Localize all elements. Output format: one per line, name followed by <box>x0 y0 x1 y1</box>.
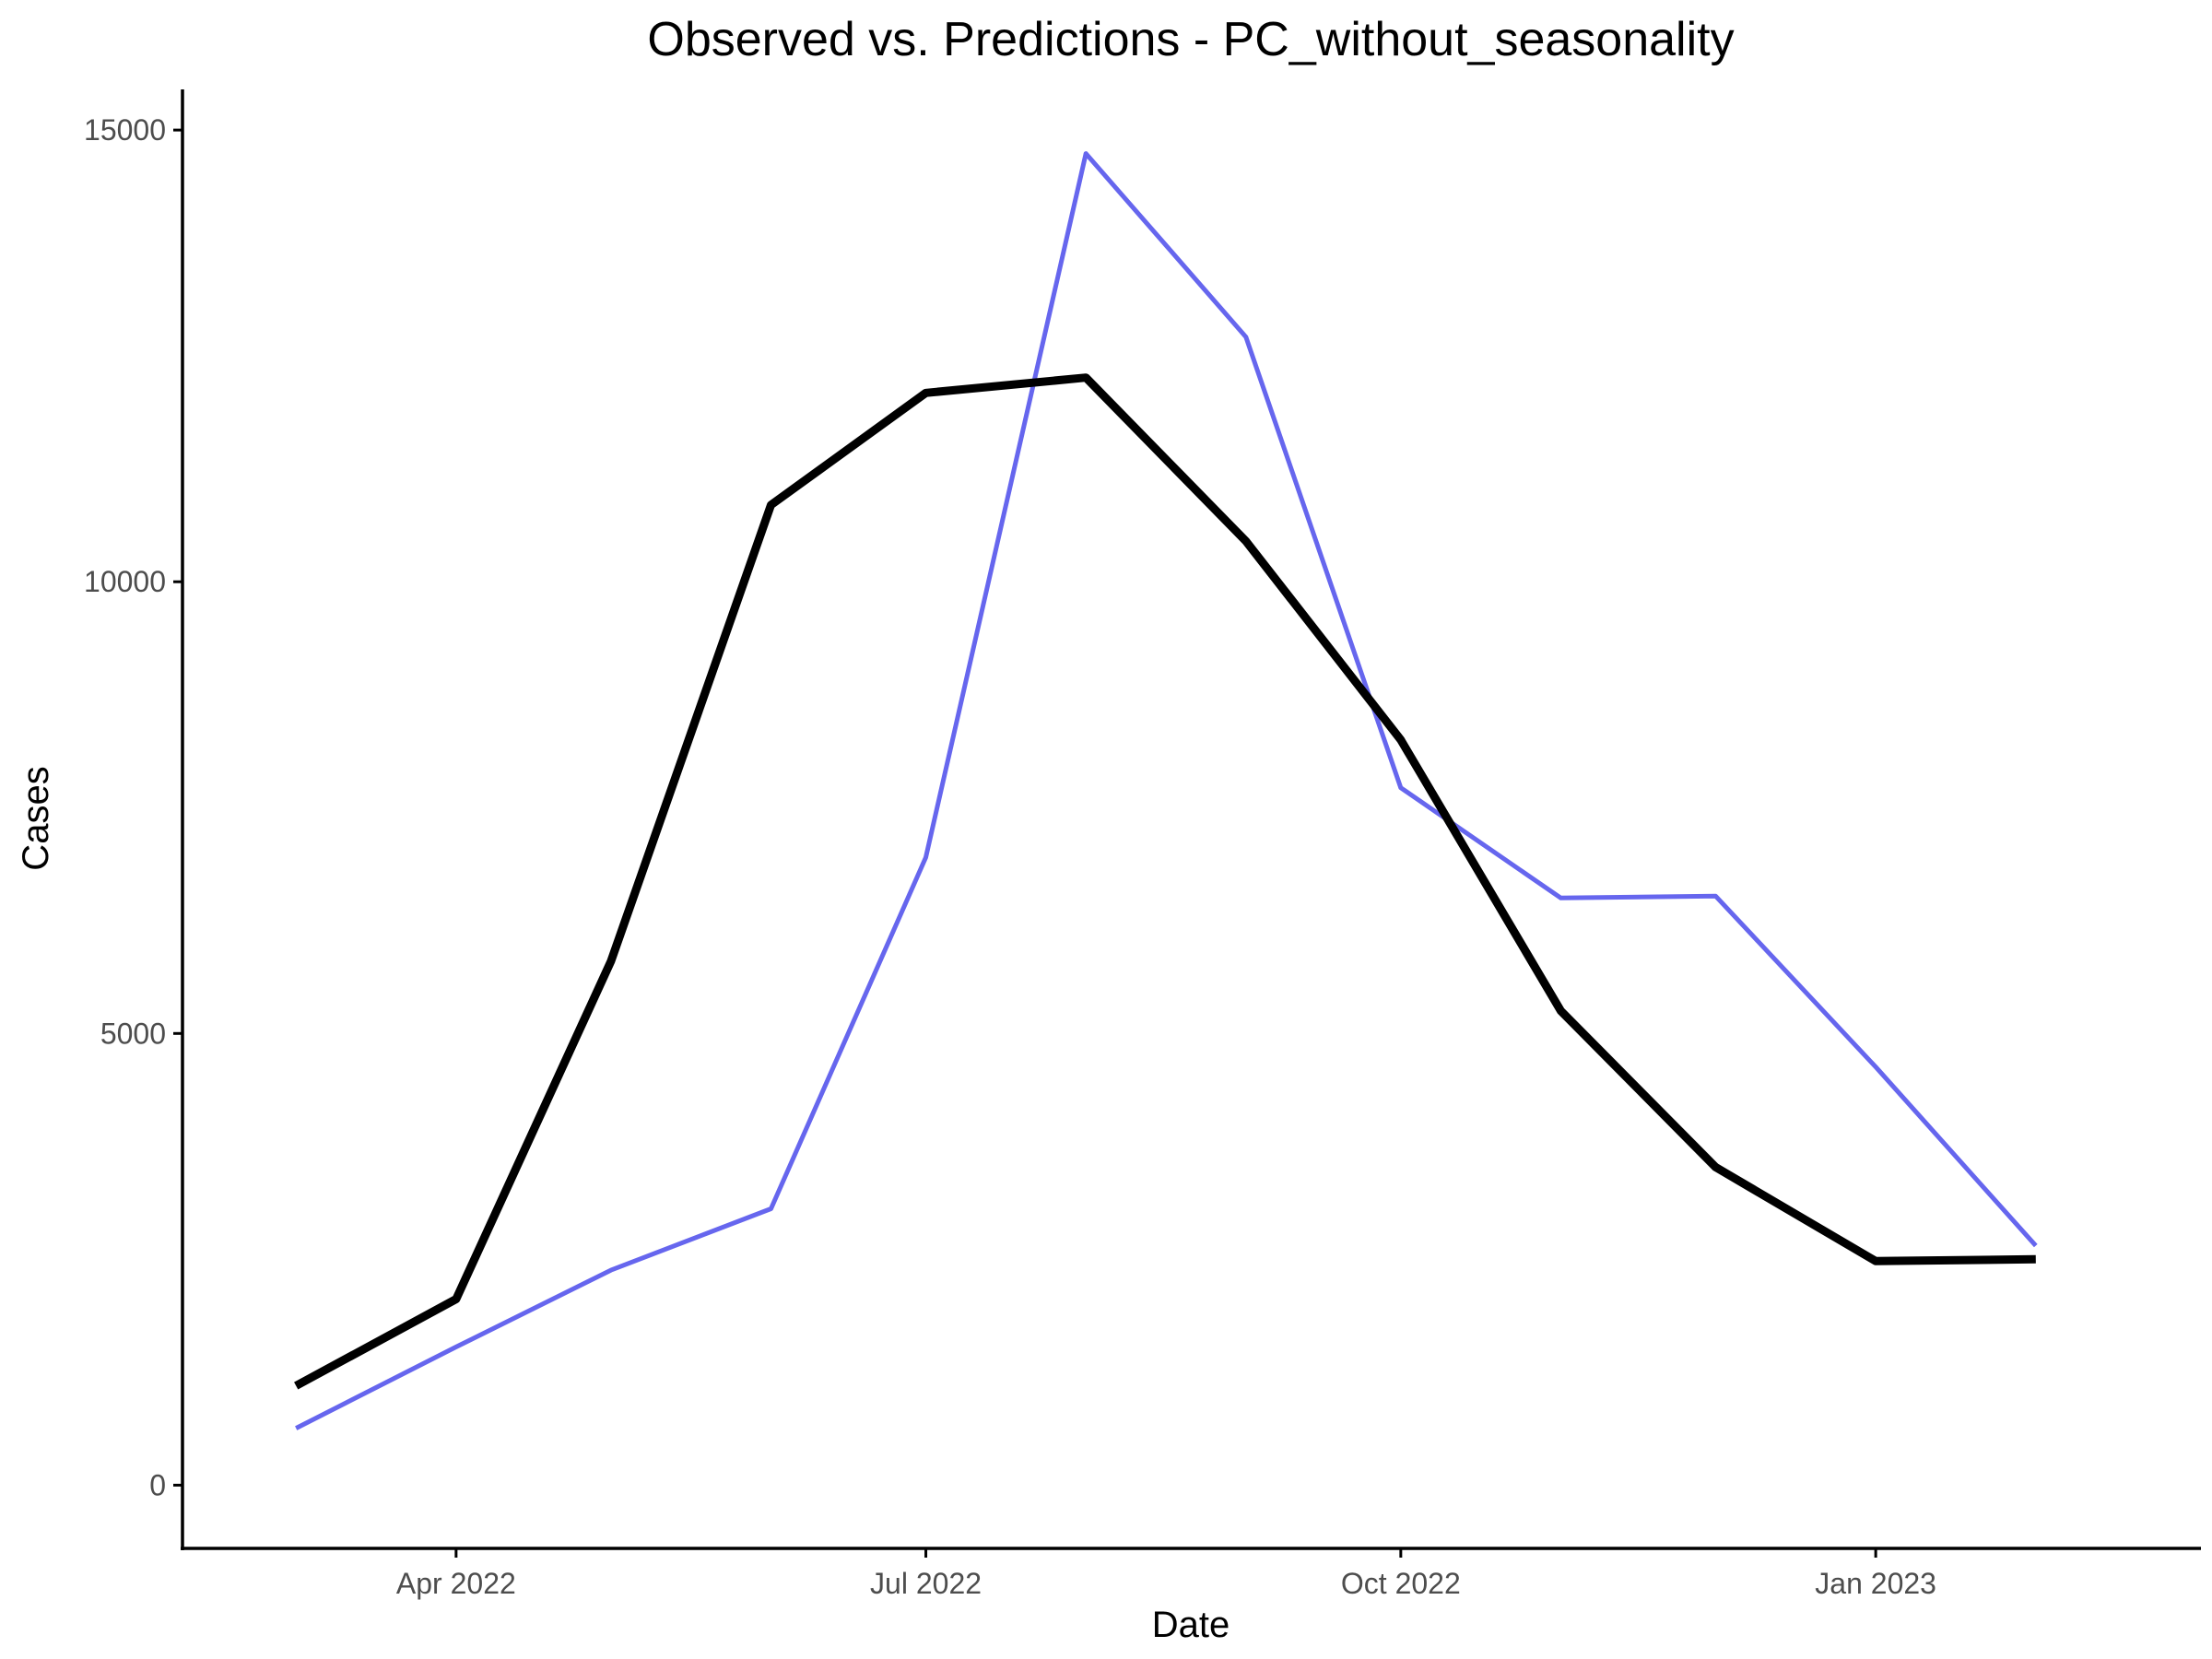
x-tick-label: Oct 2022 <box>1341 1567 1461 1600</box>
chart-title: Observed vs. Predictions - PC_without_se… <box>647 13 1734 66</box>
observed-line <box>294 373 2036 1390</box>
y-tick-label: 10000 <box>84 565 166 598</box>
predictions-line <box>295 151 2038 1430</box>
x-axis-title: Date <box>1152 1605 1230 1645</box>
series-layer <box>294 151 2038 1430</box>
x-tick-label: Apr 2022 <box>396 1567 516 1600</box>
y-tick-label: 0 <box>149 1468 166 1501</box>
x-tick-label: Jul 2022 <box>870 1567 982 1600</box>
y-tick-label: 5000 <box>100 1017 166 1050</box>
y-axis-ticks: 0 5000 10000 15000 <box>84 113 182 1501</box>
x-axis-ticks: Apr 2022 Jul 2022 Oct 2022 Jan 2023 <box>396 1548 1936 1600</box>
y-tick-label: 15000 <box>84 113 166 147</box>
x-tick-label: Jan 2023 <box>1815 1567 1936 1600</box>
y-axis-title: Cases <box>16 766 56 870</box>
